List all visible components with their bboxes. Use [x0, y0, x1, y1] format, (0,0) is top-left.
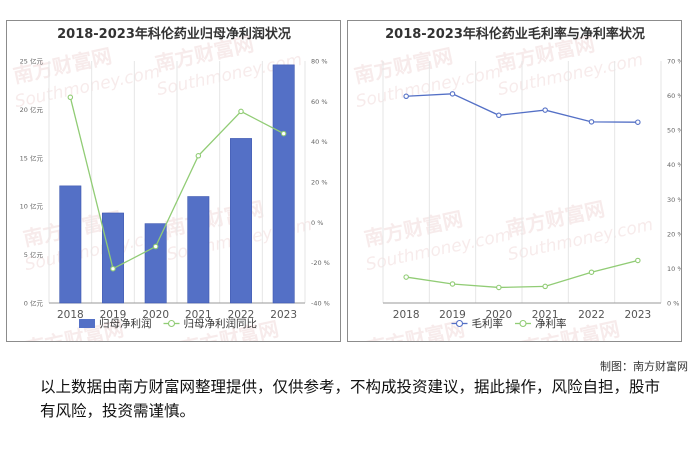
series-line	[69, 97, 284, 270]
data-point	[542, 283, 548, 290]
bar	[102, 212, 124, 304]
data-point	[403, 93, 409, 100]
y-right-tick-label: 60 %	[311, 98, 328, 106]
x-tick-label: 2020	[485, 309, 512, 321]
data-point	[588, 119, 595, 125]
chart-title: 2018-2023年科伦药业归母净利润状况	[57, 26, 291, 42]
margin-chart: 南方财富网Southmoney.com南方财富网Southmoney.com南方…	[352, 26, 682, 341]
legend-swatch	[79, 319, 95, 328]
legend-item: 归母净利润	[79, 317, 152, 330]
chart-title: 2018-2023年科伦药业毛利率与净利率状况	[385, 26, 645, 42]
legend-swatch-marker	[455, 319, 464, 328]
y-right-tick-label: -20 %	[311, 259, 330, 267]
x-tick-label: 2019	[100, 309, 127, 321]
legend-label: 归母净利润同比	[184, 317, 258, 330]
data-point	[280, 130, 287, 137]
series-line	[406, 259, 638, 289]
watermark: 南方财富网Southmoney.com南方财富网Southmoney.com南方…	[352, 32, 670, 341]
bar	[230, 138, 252, 304]
data-point	[449, 281, 456, 287]
series-line	[406, 93, 638, 123]
data-point	[403, 274, 409, 280]
net-profit-chart-panel: 南方财富网Southmoney.com南方财富网Southmoney.com南方…	[6, 20, 341, 342]
bar	[59, 185, 82, 304]
y-right-tick-label: 20 %	[667, 230, 682, 238]
y-right-tick-label: 40 %	[311, 138, 328, 146]
y-left-tick-label: 15 亿元	[20, 153, 44, 162]
data-point	[110, 265, 116, 272]
y-right-tick-label: 70 %	[667, 58, 682, 66]
y-right-tick-label: 50 %	[667, 127, 682, 135]
y-right-tick-label: 20 %	[311, 179, 328, 187]
margin-chart-panel: 南方财富网 Southmoney.com 南方财富网 Southmoney.com 南方…	[347, 20, 682, 342]
data-point	[449, 91, 456, 97]
y-left-tick-label: 0 亿元	[24, 299, 44, 308]
data-point	[542, 107, 548, 113]
y-left-tick-label: 25 亿元	[20, 57, 44, 66]
data-point	[496, 284, 502, 291]
x-tick-label: 2022	[228, 309, 255, 321]
x-tick-label: 2020	[142, 309, 169, 321]
y-left-tick-label: 10 亿元	[20, 202, 44, 211]
bar	[272, 64, 295, 304]
legend-swatch-marker	[167, 319, 176, 328]
legend-label: 净利率	[535, 317, 567, 330]
data-point	[67, 94, 74, 101]
data-point	[635, 257, 641, 264]
y-left-tick-label: 20 亿元	[20, 105, 44, 114]
y-right-tick-label: -40 %	[311, 300, 330, 308]
x-tick-label: 2021	[185, 309, 212, 321]
y-right-tick-label: 40 %	[667, 161, 682, 169]
data-point	[238, 108, 244, 115]
legend-label: 归母净利润	[99, 317, 152, 330]
net-profit-chart: 南方财富网Southmoney.com南方财富网Southmoney.com南方…	[11, 26, 330, 341]
y-right-tick-label: 30 %	[667, 196, 682, 204]
legend-item: 毛利率	[451, 317, 504, 330]
bar	[187, 196, 210, 304]
legend-item: 净利率	[515, 317, 567, 330]
disclaimer-text: 以上数据由南方财富网整理提供，仅供参考，不构成投资建议，据此操作，风险自担，股市…	[40, 378, 661, 420]
x-tick-label: 2023	[270, 309, 297, 321]
y-right-tick-label: 60 %	[667, 92, 682, 100]
x-tick-label: 2019	[439, 309, 466, 321]
y-left-tick-label: 5 亿元	[24, 250, 44, 259]
legend-item: 归母净利润同比	[163, 317, 258, 330]
x-tick-label: 2023	[624, 309, 651, 321]
data-point	[588, 269, 595, 275]
bar	[144, 223, 167, 304]
x-tick-label: 2018	[393, 309, 420, 321]
data-point	[152, 243, 159, 250]
data-point	[496, 112, 502, 119]
legend-label: 毛利率	[472, 317, 504, 330]
x-tick-label: 2022	[578, 309, 605, 321]
y-right-tick-label: 80 %	[311, 58, 328, 66]
chart-credit: 制图：南方财富网	[600, 360, 688, 373]
x-tick-label: 2018	[57, 309, 84, 321]
data-point	[635, 119, 641, 125]
legend-swatch-marker	[519, 319, 527, 328]
y-right-tick-label: 0 %	[311, 219, 323, 227]
y-right-tick-label: 10 %	[667, 265, 682, 273]
data-point	[195, 153, 202, 159]
y-right-tick-label: 0 %	[667, 300, 679, 308]
x-tick-label: 2021	[532, 309, 559, 321]
